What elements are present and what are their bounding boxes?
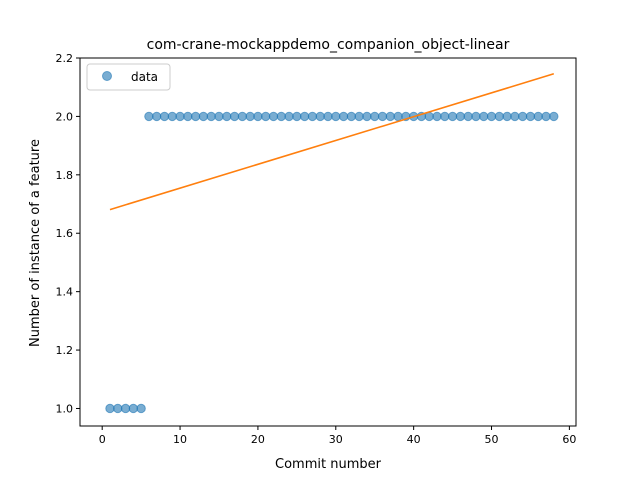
data-point [229, 111, 240, 122]
legend-box [86, 63, 171, 91]
data-point [245, 111, 255, 122]
x-tick-label: 10 [173, 433, 187, 446]
x-axis-label: Commit number [275, 457, 382, 472]
data-point [494, 111, 505, 122]
data-point [276, 111, 286, 122]
data-point [315, 111, 325, 122]
data-point [486, 111, 497, 122]
data-point [214, 111, 224, 122]
data-point [533, 111, 543, 122]
data-point [377, 111, 388, 122]
x-tick-label: 20 [251, 433, 265, 446]
y-tick-label: 1.4 [56, 286, 74, 299]
y-axis: 1.0 1.2 1.4 1.6 1.8 2.0 2.2 [56, 52, 80, 415]
data-point [175, 111, 185, 122]
data-point [510, 111, 520, 122]
data-point [120, 403, 131, 414]
x-tick-label: 60 [562, 433, 576, 446]
data-point [323, 111, 333, 122]
legend: data [86, 63, 171, 91]
plot-frame [79, 57, 577, 427]
data-point [284, 111, 294, 122]
data-point [354, 111, 364, 122]
data-point [370, 111, 380, 122]
x-tick-label: 50 [485, 433, 499, 446]
data-point [261, 111, 271, 122]
data-point [455, 111, 466, 122]
y-tick-label: 1.0 [56, 402, 74, 415]
data-point [463, 111, 473, 122]
data-point [222, 111, 232, 122]
data-point [159, 111, 170, 122]
chart-title: com-crane-mockappdemo_companion_object-l… [147, 37, 510, 53]
data-point [338, 111, 349, 122]
y-tick-label: 2.2 [56, 52, 74, 65]
data-point [502, 111, 512, 122]
y-tick-label: 2.0 [56, 110, 74, 123]
data-point [525, 111, 536, 122]
data-point [190, 111, 201, 122]
y-tick-label: 1.6 [56, 227, 74, 240]
data-point [471, 111, 481, 122]
data-point [268, 111, 279, 122]
y-tick-label: 1.2 [56, 344, 74, 357]
data-point [331, 111, 341, 122]
data-point [346, 111, 357, 122]
data-point [517, 111, 528, 122]
data-point [128, 403, 139, 414]
data-point [541, 111, 551, 122]
data-point [432, 111, 442, 122]
data-point [237, 111, 248, 122]
data-point [151, 111, 162, 122]
fit-line [109, 73, 555, 211]
plot-area [105, 73, 559, 414]
data-point [393, 111, 403, 122]
data-point [549, 111, 559, 122]
data-point [105, 403, 115, 414]
x-tick-label: 40 [407, 433, 421, 446]
data-point [292, 111, 302, 122]
x-tick-label: 30 [329, 433, 343, 446]
data-point [167, 111, 177, 122]
data-point [307, 111, 318, 122]
data-point [136, 403, 146, 414]
legend-marker [102, 71, 112, 81]
x-axis: 0 10 20 30 40 50 60 [99, 426, 576, 446]
data-point [183, 111, 193, 122]
y-axis-label: Number of instance of a feature [28, 139, 43, 347]
data-point [479, 111, 489, 122]
data-point [144, 111, 154, 122]
data-point [113, 403, 123, 414]
legend-label: data [131, 70, 158, 84]
data-point [253, 111, 263, 122]
data-point [385, 111, 395, 122]
data-point [299, 111, 310, 122]
data-point [447, 111, 458, 122]
data-point [198, 111, 209, 122]
x-tick-label: 0 [99, 433, 106, 446]
data-point [362, 111, 372, 122]
y-tick-label: 1.8 [56, 169, 74, 182]
data-point [440, 111, 450, 122]
data-point [206, 111, 216, 122]
